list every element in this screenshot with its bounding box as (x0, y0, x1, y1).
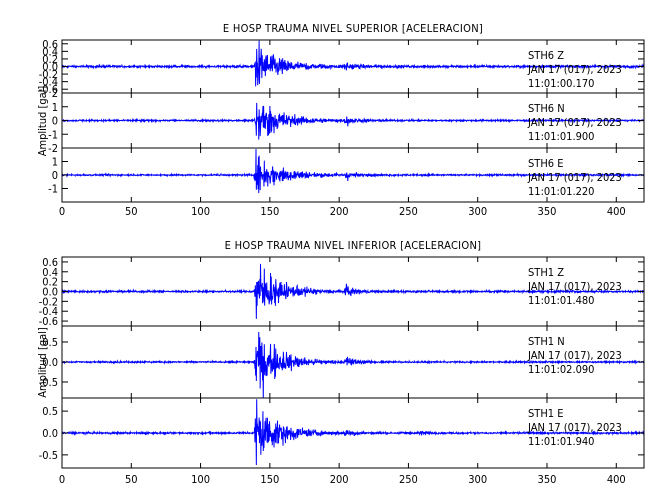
chart-panel-2: E HOSP TRAUMA NIVEL INFERIOR [ACELERACIO… (36, 239, 645, 486)
station-label: STH1 Z (528, 266, 564, 279)
y-tick-label: 0.0 (42, 356, 58, 369)
chart-panel-1: E HOSP TRAUMA NIVEL SUPERIOR [ACELERACIO… (36, 22, 645, 218)
y-tick-label: 0.2 (42, 276, 58, 289)
waveform-series (62, 102, 644, 140)
date-label: JAN 17 (017), 2023 (527, 63, 622, 76)
x-tick-label: 250 (399, 473, 418, 486)
time-label: 11:01:01.220 (528, 185, 594, 198)
chart-title: E HOSP TRAUMA NIVEL INFERIOR [ACELERACIO… (225, 239, 482, 252)
date-label: JAN 17 (017), 2023 (527, 116, 622, 129)
y-tick-label: -0.5 (39, 376, 58, 389)
y-tick-label: -2 (48, 142, 58, 155)
time-label: 11:01:00.170 (528, 77, 594, 90)
x-tick-label: 100 (191, 205, 210, 218)
waveform-series (62, 332, 644, 398)
y-tick-label: 0 (52, 115, 58, 128)
y-tick-label: 0.2 (42, 53, 58, 66)
x-tick-label: 0 (59, 205, 65, 218)
y-tick-label: 0 (52, 169, 58, 182)
y-tick-label: 0.5 (42, 336, 58, 349)
x-tick-label: 150 (260, 205, 279, 218)
x-tick-label: 350 (538, 473, 557, 486)
x-tick-label: 200 (330, 205, 349, 218)
x-tick-label: 150 (260, 473, 279, 486)
y-tick-label: -0.4 (39, 305, 58, 318)
date-label: JAN 17 (017), 2023 (527, 171, 622, 184)
y-tick-label: 1 (52, 101, 58, 114)
y-tick-label: 0.0 (42, 61, 58, 74)
y-tick-label: 0.0 (42, 427, 58, 440)
x-tick-label: 400 (607, 473, 626, 486)
x-tick-label: 50 (125, 205, 138, 218)
y-tick-label: -0.6 (39, 315, 58, 328)
y-tick-label: -1 (48, 183, 58, 196)
station-label: STH1 E (528, 407, 563, 420)
waveform-series (62, 40, 644, 87)
y-tick-label: 2 (52, 87, 58, 100)
x-tick-label: 0 (59, 473, 65, 486)
y-tick-label: -0.6 (39, 83, 58, 96)
date-label: JAN 17 (017), 2023 (527, 349, 622, 362)
station-label: STH6 N (528, 102, 565, 115)
x-tick-label: 50 (125, 473, 138, 486)
date-label: JAN 17 (017), 2023 (527, 421, 622, 434)
x-tick-label: 400 (607, 205, 626, 218)
y-tick-label: 1 (52, 156, 58, 169)
y-axis-label: Amplitud [gal] (36, 327, 49, 398)
y-tick-label: 0.5 (42, 405, 58, 418)
y-tick-label: -0.4 (39, 76, 58, 89)
station-label: STH6 E (528, 157, 563, 170)
station-label: STH6 Z (528, 49, 564, 62)
x-tick-label: 200 (330, 473, 349, 486)
time-label: 11:01:02.090 (528, 363, 594, 376)
x-tick-label: 100 (191, 473, 210, 486)
time-label: 11:01:01.900 (528, 130, 594, 143)
x-tick-label: 300 (468, 473, 487, 486)
x-tick-label: 300 (468, 205, 487, 218)
time-label: 11:01:01.940 (528, 435, 594, 448)
y-tick-label: 0.4 (42, 266, 58, 279)
date-label: JAN 17 (017), 2023 (527, 280, 622, 293)
y-tick-label: 0.0 (42, 286, 58, 299)
y-tick-label: -1 (48, 128, 58, 141)
x-tick-label: 350 (538, 205, 557, 218)
chart-title: E HOSP TRAUMA NIVEL SUPERIOR [ACELERACIO… (223, 22, 483, 35)
y-axis-label: Amplitud [gal] (36, 86, 49, 157)
y-tick-label: 0.6 (42, 38, 58, 51)
waveform-series (62, 263, 644, 319)
station-label: STH1 N (528, 335, 565, 348)
waveform-series (62, 399, 644, 466)
y-tick-label: -0.5 (39, 449, 58, 462)
y-tick-label: -0.2 (39, 68, 58, 81)
x-tick-label: 250 (399, 205, 418, 218)
time-label: 11:01:01.480 (528, 294, 594, 307)
y-tick-label: 0.4 (42, 45, 58, 58)
y-tick-label: 0.6 (42, 256, 58, 269)
waveform-series (62, 149, 644, 194)
y-tick-label: -0.2 (39, 295, 58, 308)
